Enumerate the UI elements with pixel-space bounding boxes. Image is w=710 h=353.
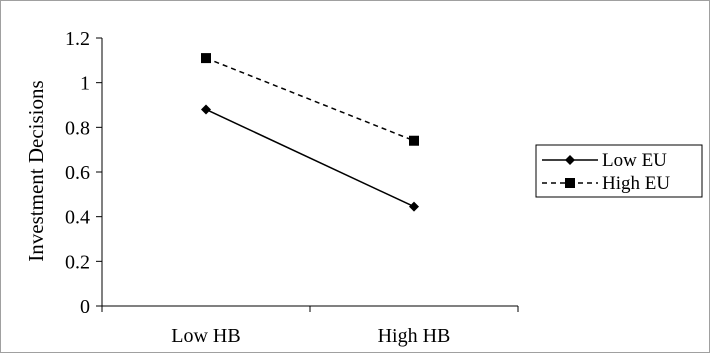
legend-label: Low EU bbox=[602, 150, 667, 171]
data-point bbox=[409, 135, 419, 146]
x-tick-label: High HB bbox=[378, 325, 451, 347]
y-axis-title: Investment Decisions bbox=[24, 80, 48, 261]
y-axis: 0 0.2 0.4 0.6 0.8 1 1.2 bbox=[65, 28, 103, 318]
series-line bbox=[205, 108, 415, 208]
series-low-eu bbox=[201, 104, 419, 212]
y-tick-label: 0.2 bbox=[65, 251, 90, 273]
legend-item: Low EU bbox=[542, 150, 667, 171]
legend-marker bbox=[565, 155, 575, 165]
series-layer bbox=[201, 53, 419, 212]
y-tick-label: 1 bbox=[80, 73, 90, 95]
legend-box bbox=[535, 144, 703, 198]
y-tick-label: 0.8 bbox=[65, 117, 90, 139]
x-axis: Low HB High HB bbox=[101, 305, 519, 347]
data-point bbox=[201, 104, 211, 115]
series-line bbox=[205, 57, 415, 142]
y-tick-label: 0 bbox=[80, 296, 90, 318]
y-tick-label: 1.2 bbox=[65, 28, 90, 50]
x-tick-label: Low HB bbox=[171, 325, 240, 347]
data-point bbox=[409, 201, 419, 212]
y-tick-label: 0.4 bbox=[65, 207, 90, 229]
legend-label: High EU bbox=[602, 173, 670, 194]
series-high-eu bbox=[201, 53, 419, 146]
legend-item: High EU bbox=[542, 173, 670, 194]
data-point bbox=[201, 53, 211, 64]
y-tick-label: 0.6 bbox=[65, 162, 90, 184]
legend-marker bbox=[565, 178, 575, 188]
